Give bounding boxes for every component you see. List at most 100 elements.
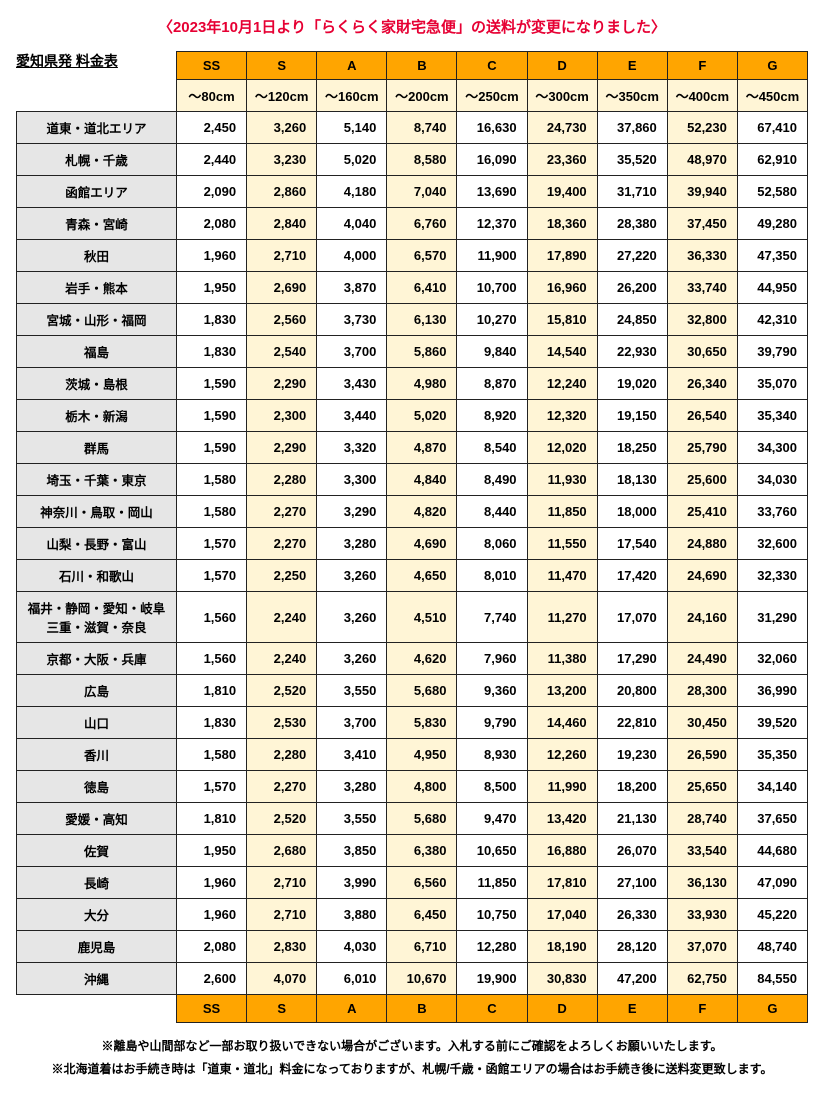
price-cell: 6,760 <box>387 208 457 240</box>
price-cell: 1,570 <box>177 528 247 560</box>
price-cell: 3,410 <box>317 739 387 771</box>
region-cell: 広島 <box>17 675 177 707</box>
price-cell: 5,140 <box>317 112 387 144</box>
price-cell: 39,940 <box>667 176 737 208</box>
price-cell: 30,830 <box>527 963 597 995</box>
price-cell: 1,580 <box>177 464 247 496</box>
price-cell: 2,450 <box>177 112 247 144</box>
price-cell: 3,280 <box>317 771 387 803</box>
region-cell: 神奈川・鳥取・岡山 <box>17 496 177 528</box>
price-cell: 1,960 <box>177 240 247 272</box>
price-cell: 10,650 <box>457 835 527 867</box>
price-cell: 8,500 <box>457 771 527 803</box>
price-cell: 18,360 <box>527 208 597 240</box>
table-row: 山口1,8302,5303,7005,8309,79014,46022,8103… <box>17 707 808 739</box>
price-cell: 28,300 <box>667 675 737 707</box>
price-cell: 12,280 <box>457 931 527 963</box>
price-cell: 52,580 <box>737 176 807 208</box>
price-cell: 2,280 <box>247 464 317 496</box>
footer-blank <box>17 995 177 1023</box>
table-row: 福井・静岡・愛知・岐阜 三重・滋賀・奈良1,5602,2403,2604,510… <box>17 592 808 643</box>
price-cell: 5,830 <box>387 707 457 739</box>
price-cell: 17,810 <box>527 867 597 899</box>
price-cell: 36,990 <box>737 675 807 707</box>
price-cell: 4,980 <box>387 368 457 400</box>
table-row: 鹿児島2,0802,8304,0306,71012,28018,19028,12… <box>17 931 808 963</box>
price-cell: 3,850 <box>317 835 387 867</box>
price-cell: 19,400 <box>527 176 597 208</box>
price-cell: 4,510 <box>387 592 457 643</box>
price-cell: 37,450 <box>667 208 737 240</box>
table-row: 福島1,8302,5403,7005,8609,84014,54022,9303… <box>17 336 808 368</box>
price-cell: 1,830 <box>177 304 247 336</box>
price-cell: 2,520 <box>247 803 317 835</box>
price-cell: 25,410 <box>667 496 737 528</box>
price-cell: 32,600 <box>737 528 807 560</box>
price-cell: 18,190 <box>527 931 597 963</box>
price-cell: 1,590 <box>177 432 247 464</box>
price-cell: 4,650 <box>387 560 457 592</box>
price-cell: 6,710 <box>387 931 457 963</box>
price-cell: 1,590 <box>177 368 247 400</box>
price-cell: 5,020 <box>387 400 457 432</box>
price-cell: 8,740 <box>387 112 457 144</box>
price-cell: 28,120 <box>597 931 667 963</box>
price-cell: 2,270 <box>247 771 317 803</box>
price-cell: 17,540 <box>597 528 667 560</box>
price-cell: 36,130 <box>667 867 737 899</box>
region-cell: 石川・和歌山 <box>17 560 177 592</box>
price-cell: 17,040 <box>527 899 597 931</box>
price-cell: 44,950 <box>737 272 807 304</box>
price-cell: 12,370 <box>457 208 527 240</box>
table-wrap: 愛知県発 料金表 SSSABCDEFG ～80cm～120cm～160cm～20… <box>16 51 808 1023</box>
price-cell: 8,870 <box>457 368 527 400</box>
price-cell: 34,140 <box>737 771 807 803</box>
price-cell: 15,810 <box>527 304 597 336</box>
price-cell: 11,470 <box>527 560 597 592</box>
price-cell: 2,520 <box>247 675 317 707</box>
price-cell: 14,540 <box>527 336 597 368</box>
region-cell: 山口 <box>17 707 177 739</box>
cm-header: ～80cm <box>177 80 247 112</box>
region-cell: 愛媛・高知 <box>17 803 177 835</box>
cm-header: ～350cm <box>597 80 667 112</box>
price-cell: 9,470 <box>457 803 527 835</box>
price-cell: 4,870 <box>387 432 457 464</box>
price-cell: 1,580 <box>177 739 247 771</box>
price-cell: 44,680 <box>737 835 807 867</box>
size-footer: D <box>527 995 597 1023</box>
price-cell: 17,890 <box>527 240 597 272</box>
price-cell: 5,680 <box>387 803 457 835</box>
region-cell: 函館エリア <box>17 176 177 208</box>
price-cell: 47,200 <box>597 963 667 995</box>
price-cell: 4,000 <box>317 240 387 272</box>
price-cell: 7,740 <box>457 592 527 643</box>
price-cell: 4,620 <box>387 643 457 675</box>
price-cell: 11,380 <box>527 643 597 675</box>
price-cell: 27,100 <box>597 867 667 899</box>
price-cell: 8,930 <box>457 739 527 771</box>
price-cell: 16,880 <box>527 835 597 867</box>
price-cell: 3,320 <box>317 432 387 464</box>
price-cell: 3,230 <box>247 144 317 176</box>
table-row: 茨城・島根1,5902,2903,4304,9808,87012,24019,0… <box>17 368 808 400</box>
price-cell: 26,330 <box>597 899 667 931</box>
price-cell: 7,960 <box>457 643 527 675</box>
region-cell: 岩手・熊本 <box>17 272 177 304</box>
price-cell: 6,410 <box>387 272 457 304</box>
price-cell: 2,080 <box>177 208 247 240</box>
price-cell: 2,270 <box>247 496 317 528</box>
price-cell: 2,830 <box>247 931 317 963</box>
price-cell: 8,490 <box>457 464 527 496</box>
price-cell: 37,070 <box>667 931 737 963</box>
price-cell: 18,250 <box>597 432 667 464</box>
price-cell: 17,070 <box>597 592 667 643</box>
region-cell: 徳島 <box>17 771 177 803</box>
price-cell: 2,840 <box>247 208 317 240</box>
price-cell: 3,990 <box>317 867 387 899</box>
price-cell: 2,290 <box>247 432 317 464</box>
price-cell: 1,960 <box>177 867 247 899</box>
subtitle: 愛知県発 料金表 <box>16 51 118 71</box>
price-cell: 10,670 <box>387 963 457 995</box>
price-cell: 28,740 <box>667 803 737 835</box>
